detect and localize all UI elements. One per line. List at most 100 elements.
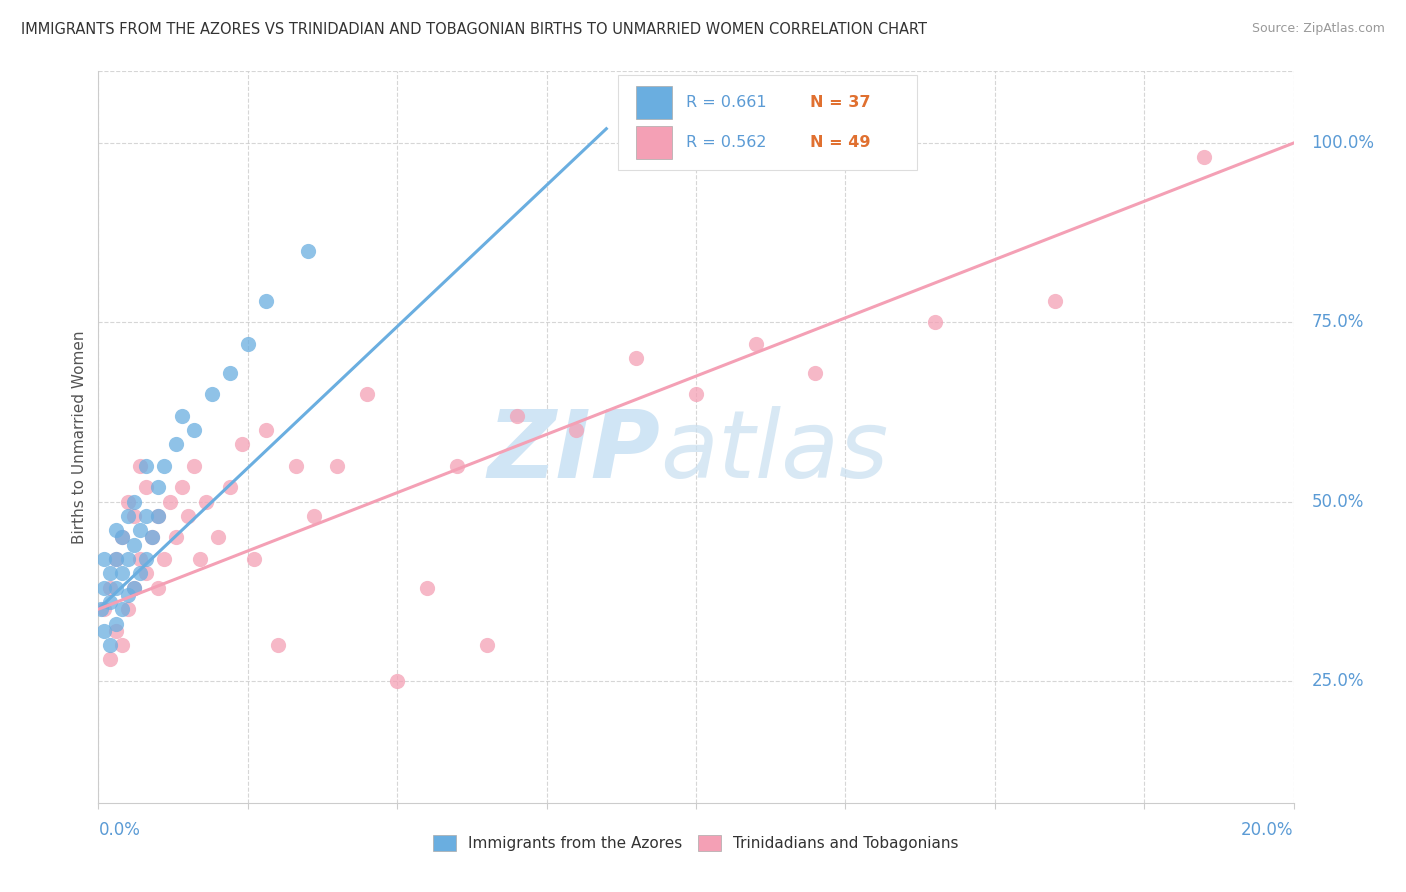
Point xyxy=(148,581,170,595)
Point xyxy=(219,480,242,494)
Point xyxy=(111,602,134,616)
Point xyxy=(243,552,266,566)
Point xyxy=(924,315,946,329)
Point xyxy=(1192,150,1215,164)
Point xyxy=(105,581,128,595)
Text: 20.0%: 20.0% xyxy=(1241,821,1294,838)
Point xyxy=(135,566,157,581)
Point xyxy=(153,458,176,473)
Point xyxy=(98,638,122,652)
Point xyxy=(475,638,498,652)
Point xyxy=(506,409,529,423)
Text: 100.0%: 100.0% xyxy=(1312,134,1375,152)
Point xyxy=(201,387,224,401)
Point xyxy=(626,351,648,366)
Point xyxy=(565,423,588,437)
Point xyxy=(297,244,319,258)
Point xyxy=(148,508,170,523)
Point xyxy=(124,581,146,595)
Text: 50.0%: 50.0% xyxy=(1312,492,1364,510)
Point xyxy=(183,423,205,437)
Point xyxy=(135,552,157,566)
Point xyxy=(804,366,827,380)
Text: N = 49: N = 49 xyxy=(810,136,870,150)
Point xyxy=(385,673,409,688)
Point xyxy=(117,588,139,602)
Point xyxy=(148,480,170,494)
Text: Source: ZipAtlas.com: Source: ZipAtlas.com xyxy=(1251,22,1385,36)
Point xyxy=(105,552,128,566)
Point xyxy=(124,508,146,523)
Point xyxy=(416,581,439,595)
Point xyxy=(195,494,218,508)
Point xyxy=(153,552,176,566)
Point xyxy=(129,524,152,538)
Point xyxy=(111,638,134,652)
Point xyxy=(111,566,134,581)
Bar xyxy=(637,126,672,160)
Text: 25.0%: 25.0% xyxy=(1312,672,1364,690)
Point xyxy=(254,293,277,308)
Point xyxy=(267,638,290,652)
Point xyxy=(93,552,115,566)
Point xyxy=(105,616,128,631)
Point xyxy=(93,602,115,616)
Point xyxy=(93,624,115,638)
Point xyxy=(356,387,378,401)
Point xyxy=(183,458,205,473)
Point xyxy=(165,531,187,545)
Point xyxy=(111,531,134,545)
Y-axis label: Births to Unmarried Women: Births to Unmarried Women xyxy=(72,330,87,544)
Point xyxy=(207,531,229,545)
Point xyxy=(1043,293,1066,308)
Point xyxy=(172,480,194,494)
Point xyxy=(98,595,122,609)
Point xyxy=(135,508,157,523)
Point xyxy=(236,336,259,351)
Point xyxy=(446,458,468,473)
Bar xyxy=(637,86,672,119)
Point xyxy=(159,494,181,508)
Point xyxy=(98,566,122,581)
Legend: Immigrants from the Azores, Trinidadians and Tobagonians: Immigrants from the Azores, Trinidadians… xyxy=(427,830,965,857)
Text: ZIP: ZIP xyxy=(488,406,661,498)
Text: 75.0%: 75.0% xyxy=(1312,313,1364,331)
Text: R = 0.562: R = 0.562 xyxy=(686,136,766,150)
Point xyxy=(98,581,122,595)
Point xyxy=(135,458,157,473)
Point xyxy=(124,494,146,508)
Point xyxy=(745,336,768,351)
Point xyxy=(219,366,242,380)
Point xyxy=(90,602,112,616)
Point xyxy=(302,508,325,523)
Text: N = 37: N = 37 xyxy=(810,95,870,110)
Point xyxy=(111,531,134,545)
Point xyxy=(105,624,128,638)
Point xyxy=(284,458,307,473)
Point xyxy=(148,508,170,523)
Point xyxy=(129,566,152,581)
Point xyxy=(141,531,163,545)
Point xyxy=(105,524,128,538)
Point xyxy=(685,387,707,401)
Point xyxy=(124,538,146,552)
Text: 0.0%: 0.0% xyxy=(98,821,141,838)
Point xyxy=(93,581,115,595)
Text: atlas: atlas xyxy=(661,406,889,497)
Point xyxy=(135,480,157,494)
Point xyxy=(231,437,253,451)
Point xyxy=(141,531,163,545)
Point xyxy=(117,494,139,508)
Point xyxy=(124,581,146,595)
Point xyxy=(117,602,139,616)
Point xyxy=(117,552,139,566)
Point xyxy=(117,508,139,523)
Point xyxy=(98,652,122,666)
Point xyxy=(188,552,211,566)
Point xyxy=(177,508,200,523)
Point xyxy=(129,552,152,566)
FancyBboxPatch shape xyxy=(619,75,917,170)
Point xyxy=(254,423,277,437)
Point xyxy=(165,437,187,451)
Text: R = 0.661: R = 0.661 xyxy=(686,95,768,110)
